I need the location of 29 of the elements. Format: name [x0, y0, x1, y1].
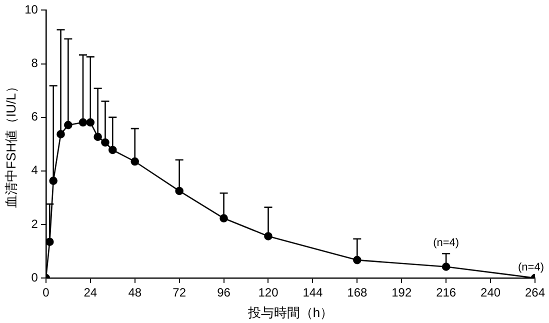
point: [86, 118, 95, 127]
point: [46, 238, 54, 246]
y-tick-label: 10: [24, 2, 38, 17]
y-tick-label: 2: [31, 216, 38, 231]
x-tick-label: 144: [302, 286, 324, 300]
y-axis-title: 血清中FSH値（IU/L）: [3, 80, 18, 208]
point: [264, 232, 272, 240]
point: [56, 130, 65, 138]
x-tick-label: 24: [84, 286, 98, 300]
y-tick-label: 8: [31, 56, 38, 70]
y-tick-label: 4: [31, 163, 38, 178]
point: [78, 118, 88, 127]
x-tick-label: 0: [42, 286, 50, 300]
x-tick-label: 264: [524, 286, 546, 300]
x-axis-title: 投与時間（h）: [246, 304, 334, 320]
y-tick-label: 0: [31, 270, 38, 284]
y-tick-label: 6: [31, 110, 38, 124]
point: [442, 262, 450, 271]
x-tick-label: 96: [217, 286, 231, 300]
x-tick-label: 192: [392, 286, 412, 300]
x-tick-label: 240: [480, 286, 501, 300]
x-tick-label: 48: [128, 286, 142, 300]
point: [64, 120, 72, 130]
annotation: (n=4): [518, 262, 544, 274]
x-tick-label: 120: [258, 286, 279, 300]
x-tick-label: 72: [172, 286, 186, 300]
x-tick-label: 168: [347, 286, 368, 300]
annotation: (n=4): [433, 237, 460, 250]
x-tick-label: 216: [436, 286, 456, 300]
